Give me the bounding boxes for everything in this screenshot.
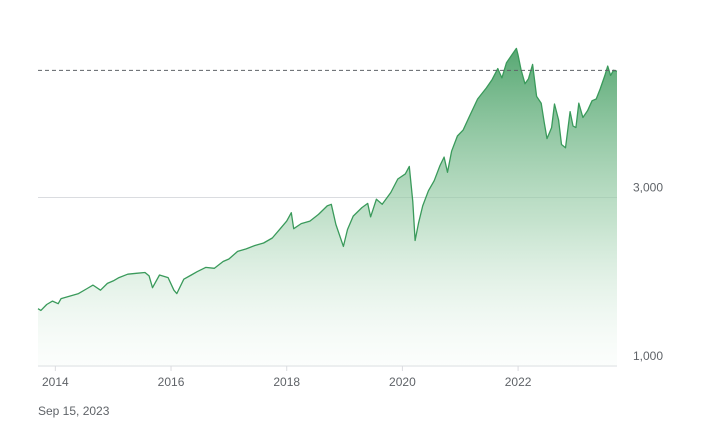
x-tick-label: 2018 bbox=[273, 375, 300, 389]
x-tick-label: 2020 bbox=[389, 375, 416, 389]
series-line bbox=[37, 47, 618, 312]
x-tick-label: 2014 bbox=[42, 375, 69, 389]
area-fill bbox=[38, 48, 617, 367]
x-tick-label: 2022 bbox=[505, 375, 532, 389]
area-chart: 1,000 3,000 2014 2016 2018 2020 2022 bbox=[37, 47, 663, 389]
y-tick-label: 3,000 bbox=[633, 181, 663, 195]
y-tick-label: 1,000 bbox=[633, 349, 663, 363]
date-caption: Sep 15, 2023 bbox=[38, 404, 110, 418]
x-tick-label: 2016 bbox=[158, 375, 185, 389]
